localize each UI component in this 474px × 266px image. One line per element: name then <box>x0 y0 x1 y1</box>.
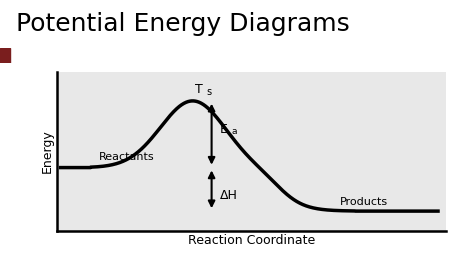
Bar <box>0 48 10 63</box>
Text: Reactants: Reactants <box>99 152 154 162</box>
Text: s: s <box>206 87 211 97</box>
X-axis label: Reaction Coordinate: Reaction Coordinate <box>188 234 315 247</box>
Text: E: E <box>220 123 228 136</box>
Y-axis label: Energy: Energy <box>41 130 54 173</box>
Text: T: T <box>195 84 202 97</box>
Text: a: a <box>231 127 237 136</box>
Text: Products: Products <box>340 197 388 207</box>
Text: ΔH: ΔH <box>220 189 238 202</box>
Text: Potential Energy Diagrams: Potential Energy Diagrams <box>16 12 349 36</box>
